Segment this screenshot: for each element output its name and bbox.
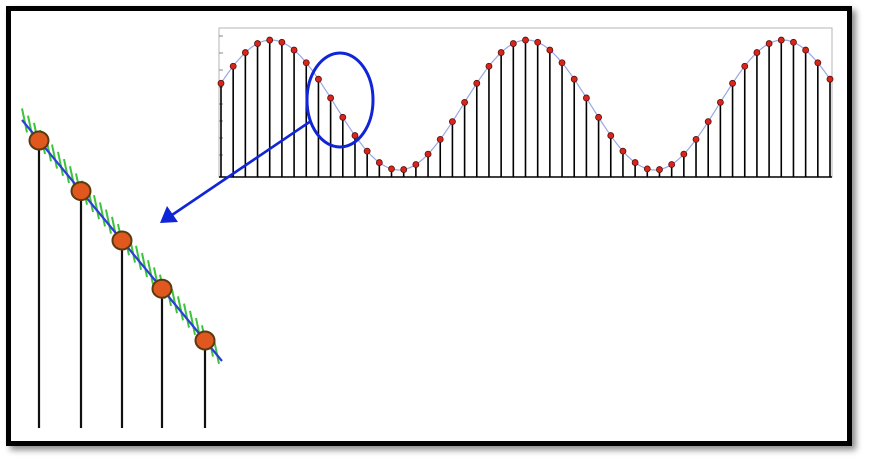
- zoomed-detail: [21, 108, 223, 428]
- sample-point: [692, 135, 700, 143]
- sample-point: [266, 36, 274, 44]
- sample-point: [449, 118, 456, 126]
- noise-stroke: [63, 158, 70, 184]
- sample-points: [217, 36, 834, 173]
- noise-stroke: [171, 288, 178, 314]
- sample-point: [583, 94, 590, 102]
- sample-point: [412, 161, 420, 168]
- sample-point: [790, 38, 797, 46]
- sample-point: [278, 38, 286, 46]
- sample-point: [229, 62, 237, 70]
- sample-point: [290, 46, 298, 54]
- sample-point: [570, 75, 578, 83]
- sample-point: [375, 159, 383, 166]
- sample-point: [302, 59, 310, 67]
- sample-point: [388, 165, 395, 173]
- sample-point: [777, 36, 785, 44]
- sample-point: [473, 79, 481, 87]
- sample-point: [741, 62, 749, 70]
- sample-point: [327, 94, 335, 102]
- sample-point: [814, 59, 822, 67]
- detail-sample-point: [111, 230, 133, 251]
- sample-point: [534, 38, 542, 46]
- sample-point: [436, 135, 444, 143]
- sample-point: [217, 79, 225, 87]
- sample-point: [424, 150, 432, 158]
- detail-sample-point: [70, 181, 92, 202]
- noise-stroke: [141, 252, 148, 278]
- sample-point: [363, 147, 371, 155]
- sample-point: [656, 166, 663, 173]
- sample-point: [509, 40, 517, 47]
- sample-point: [826, 75, 834, 83]
- noise-stroke: [99, 202, 106, 227]
- noise-stroke: [57, 151, 64, 176]
- sample-point: [315, 75, 322, 83]
- sample-point: [522, 36, 529, 44]
- highlight-ellipse: [305, 51, 375, 149]
- noise-stroke: [51, 144, 58, 169]
- noise-stroke: [21, 108, 28, 133]
- sample-point: [400, 166, 408, 173]
- sample-point: [643, 165, 651, 173]
- noise-stroke: [183, 303, 190, 328]
- noise-stroke: [189, 310, 196, 336]
- detail-sample-point: [194, 330, 216, 351]
- sample-point: [765, 40, 773, 47]
- sample-point: [351, 132, 359, 139]
- sample-point: [729, 79, 736, 87]
- sample-point: [607, 132, 615, 139]
- noise-stroke: [177, 296, 184, 321]
- sample-point: [716, 98, 724, 106]
- zoom-arrow: [160, 119, 312, 223]
- sample-point: [802, 46, 810, 54]
- detail-sample-point: [28, 130, 50, 151]
- sample-point: [619, 147, 627, 155]
- sample-point: [753, 49, 761, 56]
- sample-point: [241, 49, 249, 56]
- sample-point: [546, 46, 554, 54]
- arrow-head: [160, 206, 178, 223]
- sample-point: [668, 161, 676, 168]
- sample-point: [485, 62, 493, 70]
- sample-point: [704, 118, 712, 126]
- noise-stroke: [135, 245, 142, 270]
- sample-point: [254, 40, 261, 47]
- noise-stroke: [105, 209, 112, 234]
- sample-point: [680, 150, 688, 158]
- sample-point: [339, 113, 347, 121]
- sample-point: [595, 113, 602, 121]
- arrow-shaft: [171, 119, 312, 217]
- figure-frame: [6, 6, 852, 446]
- sample-point: [558, 59, 566, 67]
- highlight-ellipse: [305, 51, 375, 149]
- sample-point: [631, 159, 639, 166]
- sample-stems: [220, 40, 831, 177]
- sample-point: [461, 98, 469, 106]
- noise-stroke: [93, 194, 100, 220]
- noise-stroke: [147, 260, 154, 285]
- detail-sample-point: [151, 278, 173, 299]
- sample-point: [497, 49, 505, 56]
